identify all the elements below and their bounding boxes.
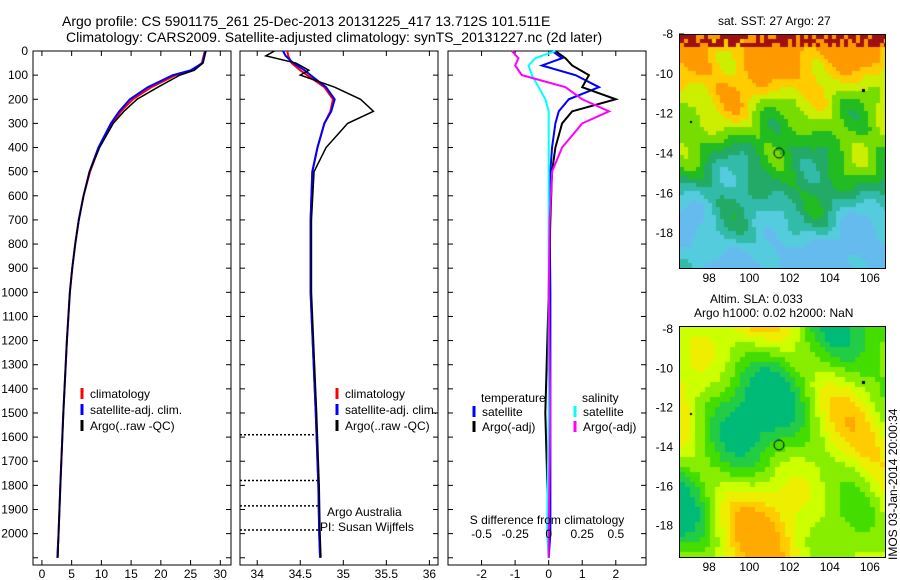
y-tick-label: 200 — [8, 92, 28, 106]
y-tick-label: 1100 — [2, 309, 28, 323]
annotation-line-1: Argo Australia — [327, 505, 402, 519]
series-line-argo-raw-qc- — [266, 51, 374, 558]
map-x-tick-label: 102 — [780, 560, 800, 574]
map-y-tick-label: -14 — [656, 440, 674, 454]
map-y-tick-label: -8 — [662, 322, 673, 336]
y-tick-label: 900 — [8, 261, 28, 275]
legend-label: satellite — [482, 405, 523, 419]
y-tick-label: 700 — [8, 213, 28, 227]
s-tick-label: 0.5 — [607, 527, 624, 541]
x-tick-label: 34.5 — [289, 567, 313, 580]
y-tick-label: 1700 — [1, 454, 28, 468]
y-tick-label: 600 — [8, 189, 28, 203]
y-tick-label: 1300 — [1, 358, 28, 372]
map-y-tick-label: -18 — [656, 519, 674, 533]
map-y-tick-label: -12 — [656, 401, 674, 415]
y-tick-label: 500 — [8, 165, 28, 179]
map-y-tick-label: -16 — [656, 479, 674, 493]
legend-label: climatology — [345, 387, 405, 401]
series-line-argo-raw-qc- — [58, 51, 206, 558]
y-tick-label: 1000 — [1, 285, 28, 299]
series-line-s-satellite — [529, 51, 556, 558]
x-tick-label: 35.5 — [375, 567, 399, 580]
legend-label: Argo(-adj) — [482, 420, 535, 434]
s-tick-label: -0.5 — [471, 527, 492, 541]
map2-title-2: Argo h1000: 0.02 h2000: NaN — [694, 306, 853, 320]
y-tick-label: 1800 — [1, 478, 28, 492]
y-tick-label: 1600 — [1, 430, 28, 444]
s-tick-label: 0.25 — [571, 527, 595, 541]
legend-label: Argo(..raw -QC) — [90, 419, 175, 433]
map-x-tick-label: 104 — [820, 271, 840, 285]
map-x-tick-label: 100 — [739, 560, 759, 574]
map-x-tick-label: 106 — [860, 271, 880, 285]
map-y-tick-label: -14 — [656, 146, 674, 160]
map1-title: sat. SST: 27 Argo: 27 — [718, 14, 831, 28]
s-tick-label: 0 — [545, 527, 552, 541]
legend-label: climatology — [90, 387, 150, 401]
x-tick-label: 34 — [251, 567, 265, 580]
s-tick-label: -0.25 — [501, 527, 529, 541]
y-tick-label: 1400 — [1, 382, 28, 396]
y-tick-label: 300 — [8, 116, 28, 130]
s-axis-label: S difference from climatology — [470, 513, 625, 527]
map2-title-1: Altim. SLA: 0.033 — [710, 292, 803, 306]
y-tick-label: 2000 — [1, 527, 28, 541]
legend-header: salinity — [582, 391, 619, 405]
panel-frame-1 — [240, 51, 438, 565]
series-line-satellite-adj-clim- — [57, 51, 205, 558]
map-x-tick-label: 98 — [702, 271, 716, 285]
y-tick-label: 800 — [8, 237, 28, 251]
map-y-tick-label: -16 — [656, 186, 674, 200]
map-y-tick-label: -8 — [662, 27, 673, 41]
legend-label: Argo(-adj) — [583, 420, 636, 434]
legend-label: satellite — [583, 405, 624, 419]
sst-map — [679, 34, 886, 269]
panel-frame-0 — [33, 51, 231, 565]
map-x-tick-label: 106 — [860, 560, 880, 574]
y-tick-label: 1200 — [1, 334, 28, 348]
x-tick-label: 36 — [423, 567, 437, 580]
map-x-tick-label: 100 — [739, 271, 759, 285]
map-x-tick-label: 98 — [702, 560, 716, 574]
annotation-line-2: PI: Susan Wijffels — [320, 520, 414, 534]
map-y-tick-label: -10 — [656, 361, 674, 375]
y-tick-label: 1900 — [1, 502, 28, 516]
x-tick-label: 5 — [68, 567, 75, 580]
map-x-tick-label: 104 — [820, 560, 840, 574]
y-tick-label: 0 — [21, 44, 28, 58]
x-tick-label: 30 — [214, 567, 228, 580]
legend-label: satellite-adj. clim. — [90, 403, 182, 417]
argo-profile-figure: Argo profile: CS 5901175_261 25-Dec-2013… — [0, 0, 900, 580]
series-line-satellite-adj-clim- — [283, 51, 335, 558]
series-line-t-satellite — [542, 51, 599, 558]
sla-map — [679, 326, 886, 558]
map-x-tick-label: 102 — [780, 271, 800, 285]
y-tick-label: 1500 — [1, 406, 28, 420]
map-y-tick-label: -12 — [656, 107, 674, 121]
legend-label: satellite-adj. clim. — [345, 403, 437, 417]
legend-header: temperature — [481, 391, 546, 405]
map-y-tick-label: -10 — [656, 67, 674, 81]
legend-label: Argo(..raw -QC) — [345, 419, 430, 433]
series-line-climatology — [57, 51, 204, 558]
y-tick-label: 100 — [8, 68, 28, 82]
x-tick-label: 0 — [39, 567, 46, 580]
imos-stamp: IMOS 03-Jan-2014 20:00:34 — [886, 409, 900, 560]
map-y-tick-label: -18 — [656, 226, 674, 240]
y-tick-label: 400 — [8, 141, 28, 155]
